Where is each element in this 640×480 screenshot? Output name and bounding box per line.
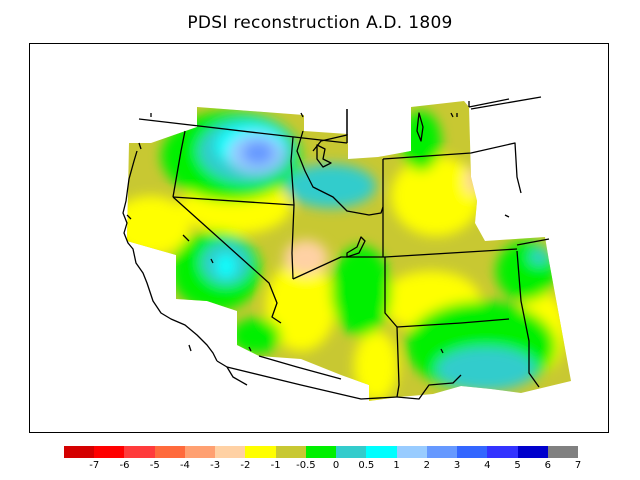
great-salt-lake — [346, 236, 366, 258]
zone-dry-nm-south — [354, 331, 398, 401]
colorbar-swatch — [275, 446, 306, 458]
colorbar-tick-label: -4 — [179, 460, 190, 471]
small-marks — [182, 214, 510, 354]
zone-peach-wyoming — [465, 167, 477, 195]
colorbar-tick-label: -3 — [210, 460, 221, 471]
border-mexico-nm — [396, 374, 462, 400]
border-nv-north — [172, 196, 295, 206]
zone-teal-plains — [529, 249, 549, 265]
colorbar-tick-label: 2 — [423, 460, 430, 471]
zone-dry-arizona — [266, 261, 336, 351]
zone-peach-nevada — [284, 240, 328, 276]
border-mt-wy — [382, 142, 522, 194]
border-id-mt — [296, 130, 384, 216]
colorbar-swatch — [336, 446, 367, 458]
lake-montana — [416, 112, 424, 142]
colorbar-tick-label: 6 — [544, 460, 551, 471]
zone-teal-nm — [436, 347, 536, 391]
colorbar-swatch — [366, 446, 397, 458]
zone-dry-wyoming — [391, 156, 481, 236]
colorbar-swatch — [547, 446, 578, 458]
zone-blue-oregon — [242, 141, 274, 165]
lake-idaho — [316, 144, 332, 168]
colorbar-swatch — [487, 446, 518, 458]
border-co-north — [384, 248, 518, 258]
colorbar-tick-label: 0.5 — [358, 460, 375, 471]
colorbar-swatch — [426, 446, 458, 458]
border-nm-north — [396, 318, 510, 328]
colorbar-swatch — [517, 446, 548, 458]
border-nv-ut — [290, 136, 295, 280]
border-ne-ks — [516, 238, 550, 246]
colorbar-tick-label: -0.5 — [296, 460, 316, 471]
border-canada — [138, 118, 348, 144]
state-boundaries — [122, 96, 550, 400]
colorbar-tick-label: -6 — [119, 460, 130, 471]
colorbar-tick-label: 3 — [453, 460, 461, 471]
colorbar — [64, 446, 578, 458]
colorbar-tick-label: -7 — [89, 460, 100, 471]
colorbar-swatch — [245, 446, 276, 458]
map-title: PDSI reconstruction A.D. 1809 — [187, 13, 453, 33]
colorbar-labels: -7 -6 -5 -4 -3 -2 -1 -0.5 0 0.5 1 2 3 4 5 6 7 — [64, 460, 582, 474]
border-az-south — [258, 355, 342, 380]
zone-wet-mojave — [231, 318, 281, 354]
baja-coast — [216, 360, 248, 386]
colorbar-tick-label: -2 — [240, 460, 251, 471]
map-frame — [29, 43, 609, 433]
colorbar-swatch — [94, 446, 125, 458]
zone-dry-ca-coast — [127, 196, 191, 256]
border-ut-az — [292, 256, 385, 280]
colorbar-swatch — [305, 446, 337, 458]
colorbar-tick-label: -5 — [149, 460, 160, 471]
border-or-ca — [172, 130, 186, 198]
colorbar-swatch — [154, 446, 185, 458]
colorbar-tick-label: 0 — [332, 460, 340, 471]
colorbar-tick-label: 1 — [393, 460, 400, 471]
border-co-east — [516, 250, 540, 388]
colorbar-tick-label: 7 — [574, 460, 582, 471]
colorbar-tick-label: 5 — [514, 460, 521, 471]
border-mexico-az — [226, 366, 398, 400]
coastline — [122, 150, 218, 362]
colorbar-tick-label: 4 — [484, 460, 491, 471]
pdsi-map — [122, 96, 571, 401]
colorbar-swatch — [396, 446, 427, 458]
colorbar-swatch — [184, 446, 216, 458]
colorbar-swatch — [215, 446, 246, 458]
colorbar-swatch — [124, 446, 155, 458]
border-nd — [468, 96, 542, 110]
colorbar-swatch — [457, 446, 488, 458]
zone-wet-utah — [331, 246, 391, 336]
colorbar-swatch — [64, 446, 95, 458]
border-ca-nv — [172, 196, 282, 324]
zone-cyan-sierra — [216, 254, 236, 278]
small-lakes — [126, 112, 458, 220]
zone-teal-idaho — [286, 164, 376, 208]
colorbar-tick-label: -1 — [270, 460, 281, 471]
pdsi-field — [127, 101, 571, 401]
